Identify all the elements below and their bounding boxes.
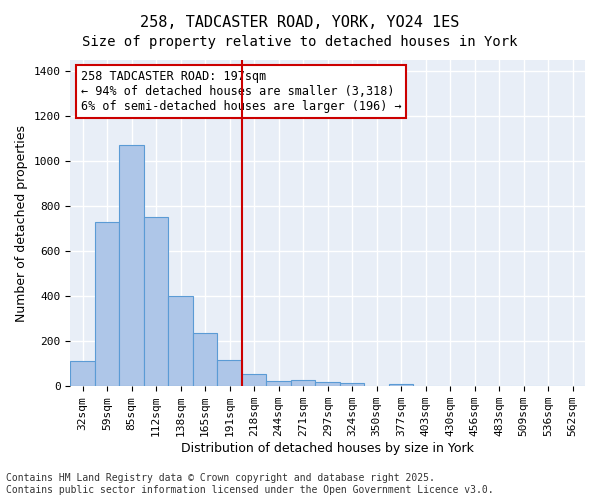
Text: 258 TADCASTER ROAD: 197sqm
← 94% of detached houses are smaller (3,318)
6% of se: 258 TADCASTER ROAD: 197sqm ← 94% of deta… xyxy=(80,70,401,113)
Bar xyxy=(316,382,340,386)
Bar xyxy=(119,146,144,386)
Bar xyxy=(291,380,316,386)
Text: 258, TADCASTER ROAD, YORK, YO24 1ES: 258, TADCASTER ROAD, YORK, YO24 1ES xyxy=(140,15,460,30)
Bar xyxy=(266,380,291,386)
Text: Contains HM Land Registry data © Crown copyright and database right 2025.
Contai: Contains HM Land Registry data © Crown c… xyxy=(6,474,494,495)
Bar xyxy=(340,383,364,386)
X-axis label: Distribution of detached houses by size in York: Distribution of detached houses by size … xyxy=(181,442,474,455)
Bar xyxy=(217,360,242,386)
Bar xyxy=(242,374,266,386)
Bar xyxy=(193,334,217,386)
Y-axis label: Number of detached properties: Number of detached properties xyxy=(15,124,28,322)
Bar xyxy=(70,362,95,386)
Text: Size of property relative to detached houses in York: Size of property relative to detached ho… xyxy=(82,35,518,49)
Bar xyxy=(144,218,169,386)
Bar xyxy=(169,296,193,386)
Bar xyxy=(95,222,119,386)
Bar xyxy=(389,384,413,386)
